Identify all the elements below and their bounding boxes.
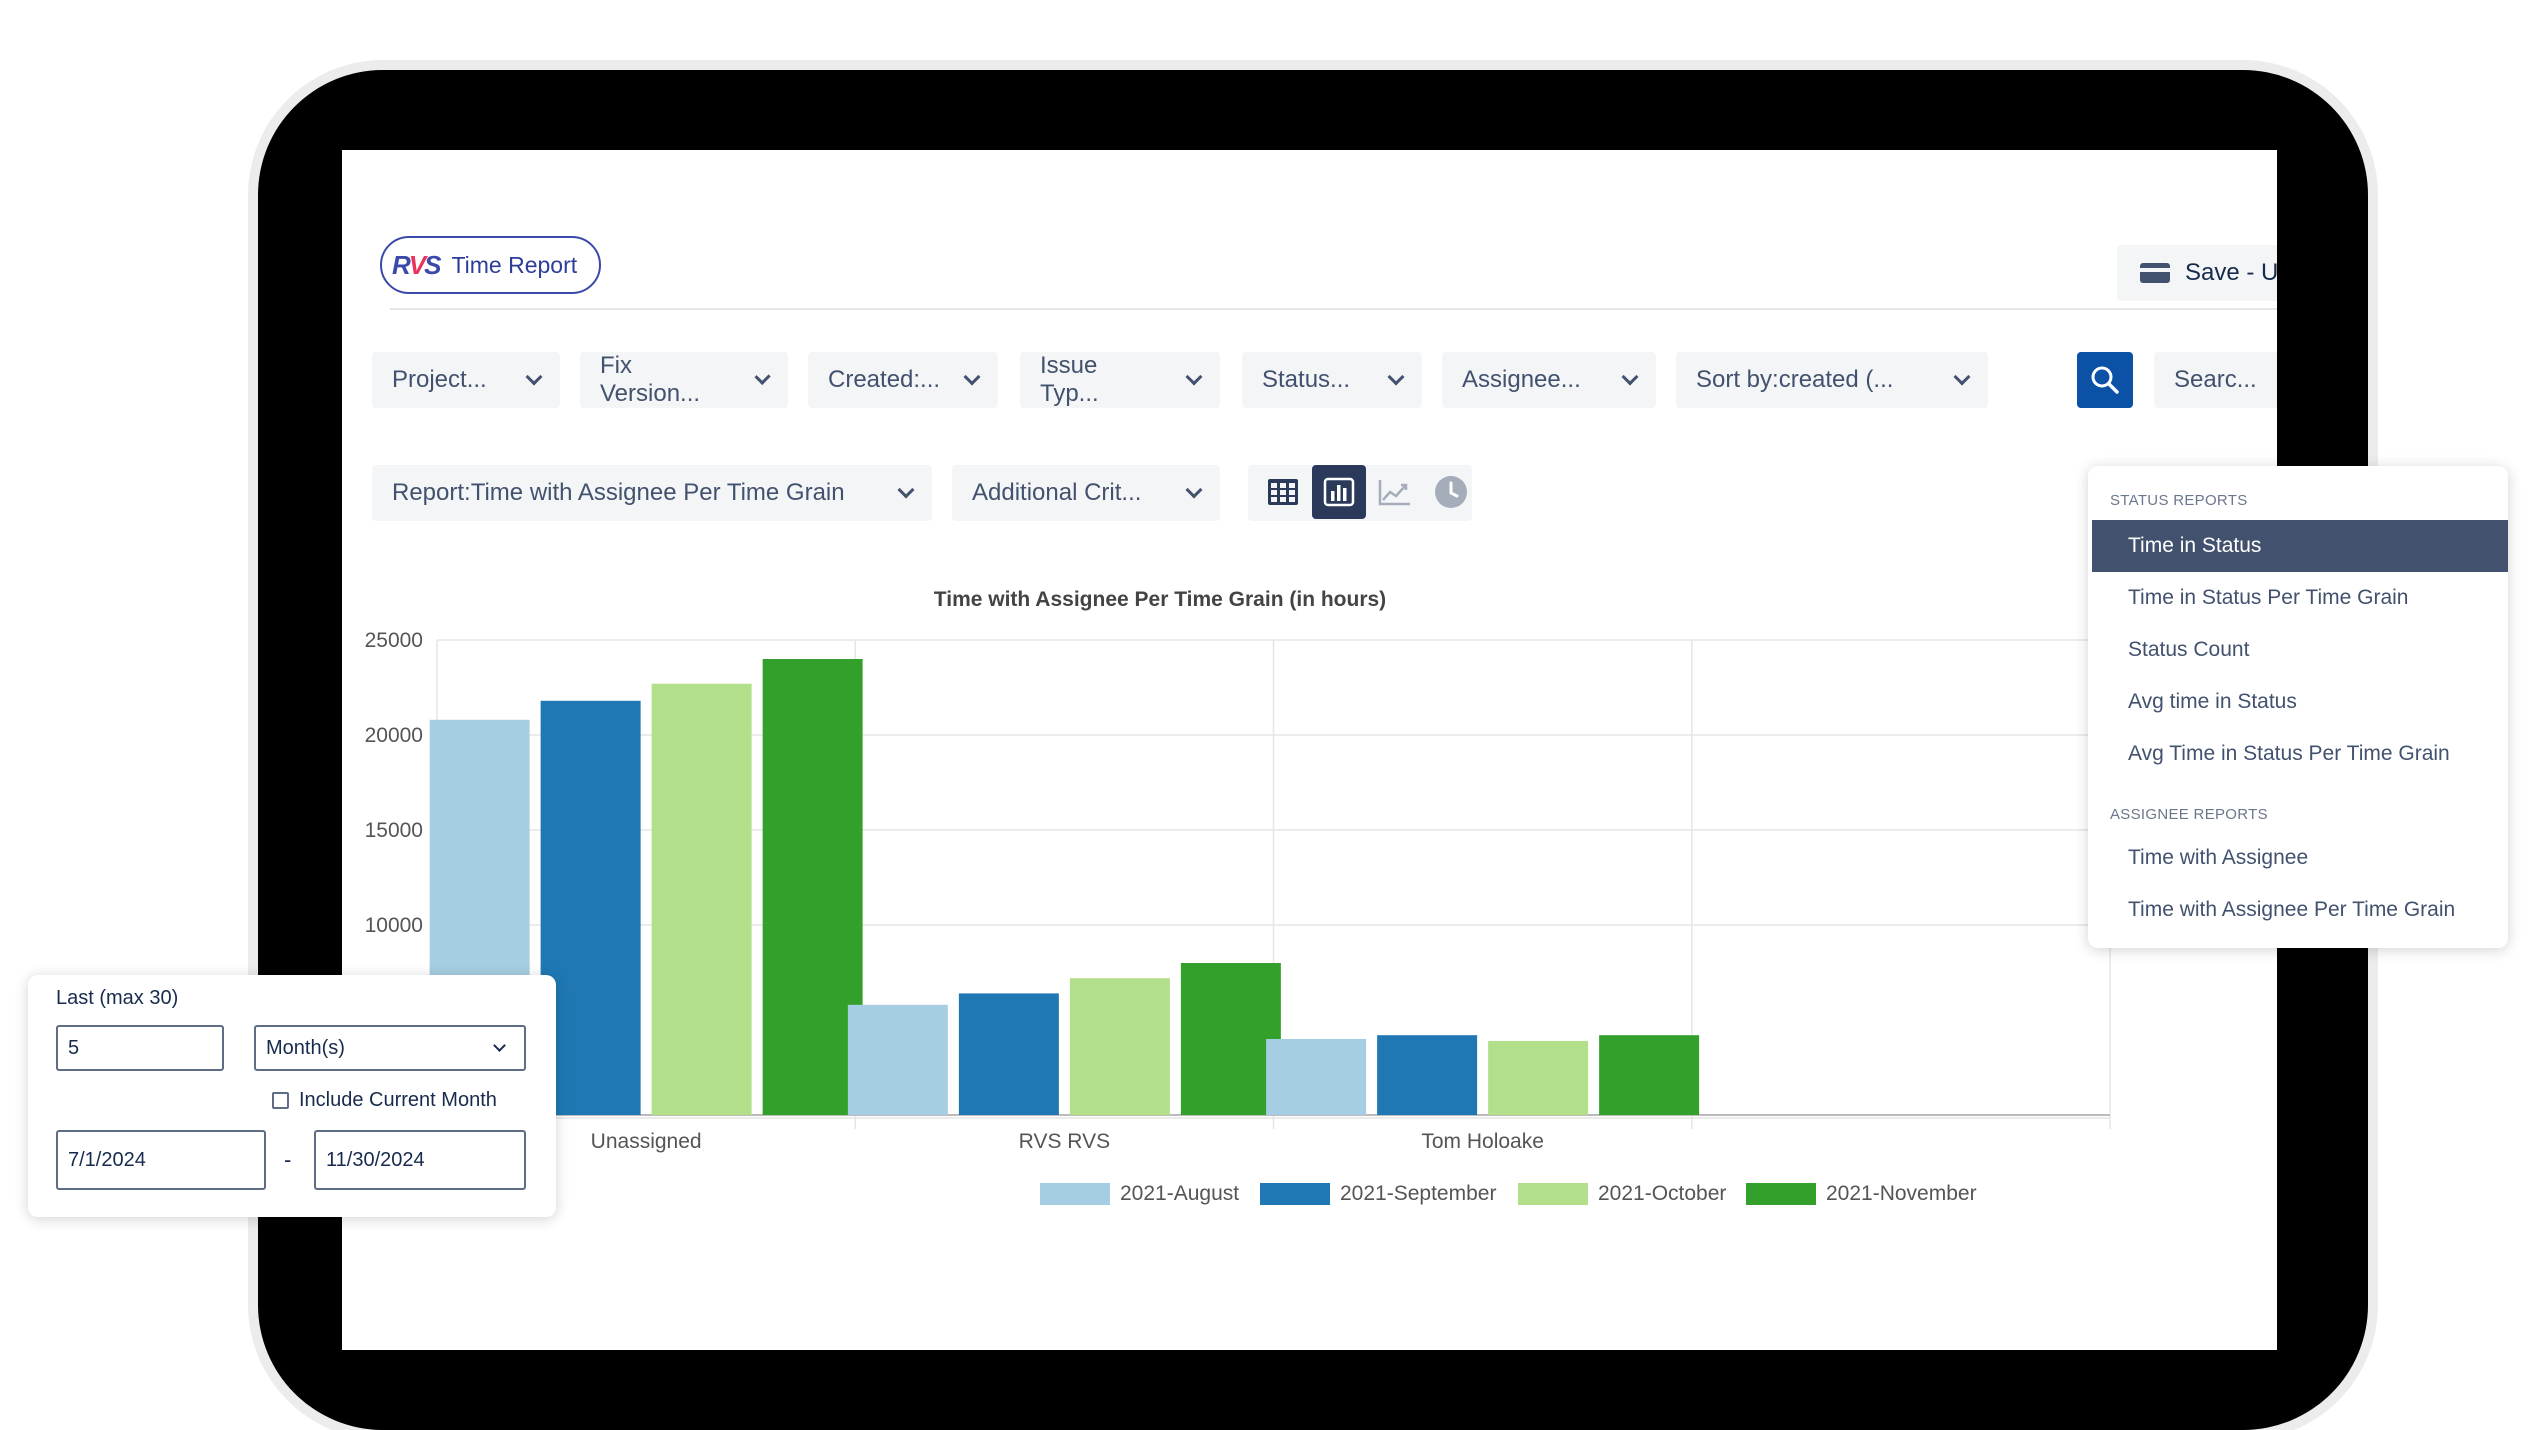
x-tick-label: Tom Holoake: [1421, 1130, 1544, 1153]
menu-item-time-with-assignee[interactable]: Time with Assignee: [2128, 846, 2309, 869]
menu-item-status-count[interactable]: Status Count: [2128, 638, 2250, 661]
legend-swatch: [1518, 1183, 1588, 1205]
assignee-reports-heading: ASSIGNEE REPORTS: [2110, 806, 2268, 823]
line-chart-view-button[interactable]: [1368, 465, 1422, 519]
issue-type-filter-label: Issue Typ...: [1040, 352, 1099, 407]
bar-tom-holoake-0: [1266, 1039, 1367, 1115]
date-range-panel: Last (max 30) 5 Month(s) Include Current…: [28, 975, 556, 1217]
legend-label: 2021-August: [1120, 1182, 1240, 1205]
bar-unassigned-1: [540, 700, 641, 1115]
y-tick-label: 10000: [365, 914, 423, 937]
header-divider: [390, 308, 2277, 310]
status-reports-heading: STATUS REPORTS: [2110, 492, 2248, 509]
clock-view-button[interactable]: [1424, 465, 1478, 519]
last-count-input[interactable]: 5: [56, 1025, 224, 1071]
bar-rvs-rvs-1: [958, 993, 1059, 1115]
rvs-logo-icon: RVS: [392, 249, 441, 280]
assignee-filter[interactable]: Assignee...: [1442, 352, 1656, 408]
additional-criteria-select[interactable]: Additional Crit...: [952, 465, 1220, 521]
include-current-checkbox[interactable]: [272, 1092, 289, 1109]
clock-icon: [1435, 476, 1467, 508]
bar-rvs-rvs-2: [1069, 978, 1170, 1115]
y-tick-label: 15000: [365, 819, 423, 842]
bar-rvs-rvs-3: [1180, 963, 1281, 1115]
project-filter[interactable]: Project...: [372, 352, 560, 408]
x-tick-label: Unassigned: [591, 1130, 702, 1153]
status-filter[interactable]: Status...: [1242, 352, 1422, 408]
card-icon: [2140, 263, 2170, 283]
x-tick-label: RVS RVS: [1019, 1130, 1110, 1153]
menu-item-time-in-status[interactable]: Time in Status: [2092, 520, 2508, 572]
report-select[interactable]: Report:Time with Assignee Per Time Grain: [372, 465, 932, 521]
include-current-label: Include Current Month: [299, 1089, 497, 1111]
menu-item-avg-time-in-status-per-time-grain[interactable]: Avg Time in Status Per Time Grain: [2128, 742, 2450, 765]
sort-filter-label: Sort by:created (...: [1696, 366, 1894, 393]
grid-icon: [1268, 479, 1298, 505]
time-report-pill[interactable]: RVS Time Report: [380, 236, 602, 294]
bar-chart-icon: [1323, 477, 1355, 507]
report-select-label: Report:Time with Assignee Per Time Grain: [392, 479, 845, 506]
last-label: Last (max 30): [56, 987, 179, 1009]
date-separator: -: [284, 1147, 292, 1172]
app-title: Time Report: [451, 251, 578, 278]
menu-item-time-with-assignee-per-time-grain[interactable]: Time with Assignee Per Time Grain: [2128, 898, 2456, 921]
bar-unassigned-2: [651, 683, 752, 1115]
bar-unassigned-3: [762, 659, 863, 1115]
bar-tom-holoake-3: [1599, 1035, 1700, 1115]
search-button[interactable]: [2077, 352, 2133, 408]
status-filter-label: Status...: [1262, 366, 1351, 393]
include-current-month-row[interactable]: Include Current Month: [272, 1089, 497, 1112]
save-button[interactable]: Save - Ur: [2117, 245, 2277, 301]
bar-rvs-rvs-0: [847, 1004, 948, 1115]
bar-tom-holoake-1: [1377, 1035, 1478, 1115]
search-input[interactable]: Searc...: [2154, 352, 2277, 408]
created-filter-label: Created:...: [828, 366, 941, 393]
menu-item-time-in-status-per-time-grain[interactable]: Time in Status Per Time Grain: [2128, 586, 2409, 609]
y-tick-label: 20000: [365, 724, 423, 747]
chevron-down-icon: [493, 1039, 506, 1052]
bar-chart-view-button[interactable]: [1312, 465, 1366, 519]
menu-item-avg-time-in-status[interactable]: Avg time in Status: [2128, 690, 2297, 713]
additional-criteria-label: Additional Crit...: [972, 479, 1142, 506]
legend-item-november[interactable]: 2021-November: [1746, 1182, 1977, 1206]
legend-label: 2021-November: [1826, 1182, 1977, 1205]
legend-swatch: [1040, 1183, 1110, 1205]
line-chart-icon: [1378, 480, 1410, 506]
bar-tom-holoake-2: [1488, 1040, 1589, 1115]
project-filter-label: Project...: [392, 366, 487, 393]
legend-item-september[interactable]: 2021-September: [1260, 1182, 1496, 1206]
created-filter[interactable]: Created:...: [808, 352, 998, 408]
save-label: Save - Ur: [2185, 259, 2277, 286]
fix-version-filter[interactable]: Fix Version...: [580, 352, 788, 408]
legend-label: 2021-October: [1598, 1182, 1727, 1205]
unit-select-value: Month(s): [266, 1036, 345, 1059]
start-date-input[interactable]: 7/1/2024: [56, 1130, 266, 1190]
legend-swatch: [1260, 1183, 1330, 1205]
end-date-input[interactable]: 11/30/2024: [314, 1130, 526, 1190]
sort-filter[interactable]: Sort by:created (...: [1676, 352, 1988, 408]
issue-type-filter[interactable]: Issue Typ...: [1020, 352, 1220, 408]
chart-title: Time with Assignee Per Time Grain (in ho…: [933, 588, 1387, 611]
table-view-button[interactable]: [1256, 465, 1310, 519]
assignee-filter-label: Assignee...: [1462, 366, 1581, 393]
search-icon: [2091, 366, 2119, 394]
legend-label: 2021-September: [1340, 1182, 1497, 1205]
y-tick-label: 25000: [365, 629, 423, 652]
search-input-label: Searc...: [2174, 366, 2257, 393]
fix-version-filter-label: Fix Version...: [600, 352, 701, 407]
legend-swatch: [1746, 1183, 1816, 1205]
legend-item-october[interactable]: 2021-October: [1518, 1182, 1726, 1206]
report-type-menu: STATUS REPORTS Time in Status Time in St…: [2088, 466, 2508, 948]
legend-item-august[interactable]: 2021-August: [1040, 1182, 1239, 1206]
unit-select[interactable]: Month(s): [254, 1025, 526, 1071]
